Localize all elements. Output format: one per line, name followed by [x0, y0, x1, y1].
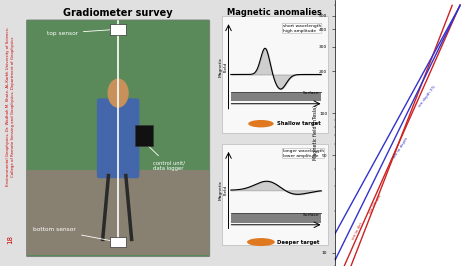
FancyBboxPatch shape	[27, 20, 210, 257]
Text: top sensor: top sensor	[47, 30, 115, 36]
Text: Surface: Surface	[302, 213, 319, 217]
Text: bottom sensor: bottom sensor	[33, 227, 115, 242]
FancyBboxPatch shape	[231, 93, 321, 101]
Text: Shallow target: Shallow target	[277, 121, 321, 126]
FancyBboxPatch shape	[231, 214, 321, 223]
Text: ion to det: ion to det	[351, 222, 363, 241]
FancyBboxPatch shape	[110, 24, 126, 35]
Ellipse shape	[248, 120, 273, 127]
Circle shape	[108, 78, 129, 108]
Text: Magnetic anomalies: Magnetic anomalies	[228, 8, 322, 17]
FancyBboxPatch shape	[221, 16, 328, 133]
Y-axis label: Magnetic field (nTesla): Magnetic field (nTesla)	[313, 106, 318, 160]
Text: control unit/
data logger: control unit/ data logger	[145, 143, 185, 171]
Text: ion to depth: ion to depth	[392, 137, 409, 159]
Text: ion 2% det: ion 2% det	[369, 194, 383, 214]
FancyBboxPatch shape	[110, 237, 126, 247]
Text: short wavelength
high amplitude: short wavelength high amplitude	[283, 24, 321, 32]
Text: Surface: Surface	[302, 92, 319, 95]
Text: ion depth 3%: ion depth 3%	[418, 85, 437, 108]
FancyBboxPatch shape	[221, 144, 328, 245]
Text: longer wavelength
lower amplitude: longer wavelength lower amplitude	[283, 149, 324, 157]
Ellipse shape	[247, 238, 275, 246]
Text: Gradiometer survey: Gradiometer survey	[64, 8, 173, 18]
FancyBboxPatch shape	[136, 125, 153, 146]
FancyBboxPatch shape	[97, 98, 139, 178]
Text: Magnetic
Field: Magnetic Field	[219, 56, 228, 77]
Text: 18: 18	[8, 235, 14, 244]
Text: Magnetic
Field: Magnetic Field	[219, 180, 228, 200]
Text: Deeper target: Deeper target	[277, 240, 319, 244]
Text: Environmental Geophysics, Dr. Wadhah M. Shate, AL-Karkh University of Science,
C: Environmental Geophysics, Dr. Wadhah M. …	[6, 27, 15, 186]
Polygon shape	[27, 170, 209, 255]
